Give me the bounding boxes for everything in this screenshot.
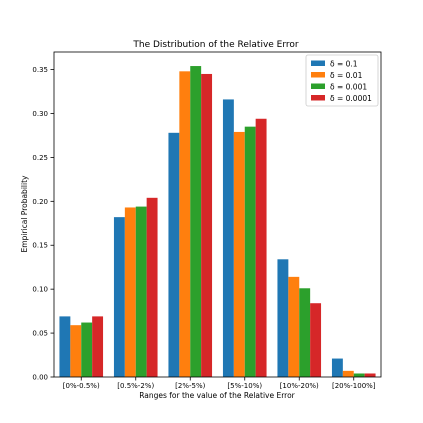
- chart-title: The Distribution of the Relative Error: [132, 40, 299, 50]
- bar-1-series-1: [124, 207, 136, 377]
- bar-1-series-2: [135, 206, 147, 377]
- y-tick-label: 0.10: [32, 286, 48, 294]
- y-tick-label: 0.05: [32, 330, 48, 338]
- x-axis-ticks: [0%-0.5%) [0.5%-2%) [2%-5%) [5%-10%) [10%-20…: [63, 377, 376, 390]
- bar-3-series-3: [255, 118, 267, 377]
- bar-0-series-2: [81, 322, 93, 377]
- bar-0-series-1: [70, 325, 82, 377]
- legend-swatch: [311, 95, 325, 101]
- x-tick-label: [0%-0.5%): [63, 382, 100, 390]
- bar-3-series-1: [233, 131, 245, 377]
- bar-2-series-1: [179, 71, 191, 377]
- bar-0-series-3: [92, 316, 104, 377]
- y-tick-label: 0.20: [32, 198, 48, 206]
- x-tick-label: [2%-5%): [175, 382, 205, 390]
- x-axis-label: Ranges for the value of the Relative Err…: [139, 391, 295, 400]
- bar-0-series-0: [59, 316, 71, 377]
- legend-label: δ = 0.0001: [330, 94, 372, 103]
- bar-2-series-0: [168, 132, 180, 377]
- x-tick-label: [10%-20%): [280, 382, 319, 390]
- legend-label: δ = 0.001: [330, 83, 367, 92]
- bar-4-series-1: [288, 276, 300, 377]
- bar-5-series-0: [331, 358, 343, 377]
- bar-3-series-0: [222, 99, 234, 378]
- y-tick-label: 0.15: [32, 242, 48, 250]
- legend-box: [305, 54, 379, 107]
- y-tick-label: 0.00: [32, 374, 48, 382]
- legend: δ = 0.1 δ = 0.01 δ = 0.001 δ = 0.0001: [305, 54, 379, 107]
- legend-label: δ = 0.01: [330, 71, 363, 80]
- legend-label: δ = 0.1: [330, 60, 358, 69]
- bar-1-series-0: [113, 217, 125, 377]
- legend-swatch: [311, 60, 325, 66]
- y-axis-ticks: 0.00 0.05 0.10 0.15 0.20 0.25 0.30 0.35: [32, 66, 54, 382]
- bar-4-series-2: [299, 288, 311, 377]
- bar-4-series-0: [277, 259, 289, 377]
- bar-5-series-3: [364, 373, 376, 377]
- bar-3-series-2: [244, 126, 256, 377]
- bars-group: [59, 66, 376, 378]
- y-tick-label: 0.35: [32, 66, 48, 74]
- bar-2-series-2: [190, 66, 202, 378]
- bar-5-series-2: [353, 373, 365, 377]
- y-tick-label: 0.30: [32, 110, 48, 118]
- plot-frame: [53, 51, 382, 378]
- bar-2-series-3: [201, 73, 213, 378]
- x-tick-label: [0.5%-2%): [117, 382, 154, 390]
- bar-4-series-3: [310, 303, 322, 377]
- y-tick-label: 0.25: [32, 154, 48, 162]
- x-tick-label: [20%-100%]: [332, 382, 376, 390]
- bar-5-series-1: [342, 370, 354, 377]
- bar-1-series-3: [146, 197, 158, 377]
- x-tick-label: [5%-10%): [227, 382, 262, 390]
- legend-swatch: [311, 72, 325, 78]
- legend-swatch: [311, 83, 325, 89]
- y-axis-label: Empirical Probability: [20, 175, 29, 252]
